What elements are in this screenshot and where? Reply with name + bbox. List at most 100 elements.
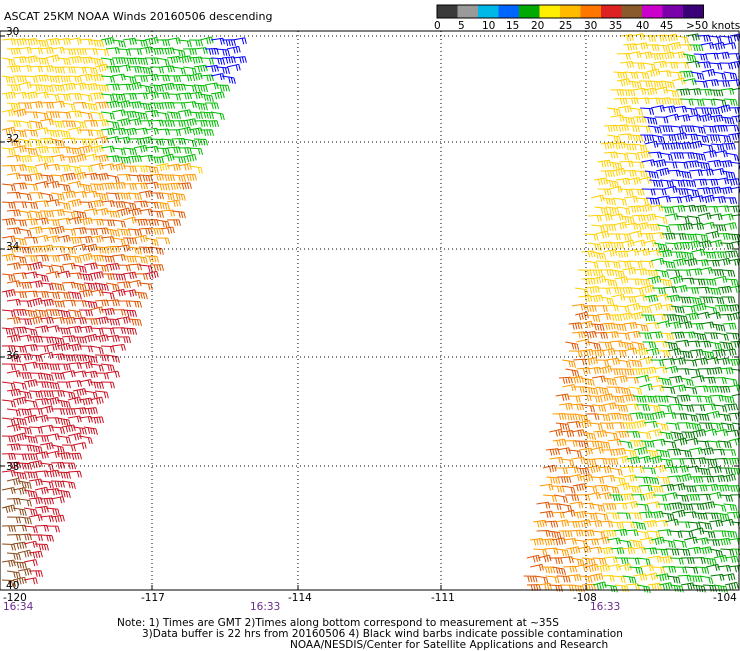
wind-barb: [527, 555, 540, 562]
wind-barb: [68, 181, 81, 188]
wind-barb: [614, 376, 627, 383]
wind-barb: [7, 121, 21, 127]
wind-barb: [68, 416, 81, 422]
wind-barb: [524, 576, 538, 582]
wind-barb: [2, 92, 15, 99]
wind-barb: [2, 505, 15, 513]
wind-barb: [7, 103, 21, 110]
wind-barb: [562, 385, 575, 392]
legend-label-45: 45: [660, 20, 673, 32]
wind-barb: [703, 151, 716, 158]
legend-label-10: 10: [482, 20, 495, 32]
wind-barb: [7, 571, 20, 579]
wind-barb: [610, 90, 624, 96]
wind-barb: [537, 502, 550, 508]
legend-label-35: 35: [609, 20, 622, 32]
wind-barb: [2, 290, 15, 298]
legend-swatch: [437, 5, 458, 18]
wind-barb: [675, 340, 688, 346]
pass-time-west: 16:34: [3, 601, 33, 613]
wind-barb: [601, 171, 615, 177]
legend-label-5: 5: [458, 20, 465, 32]
wind-barb: [709, 520, 722, 527]
wind-barb: [18, 569, 31, 576]
wind-barb: [117, 119, 130, 127]
east-swath-wind-barbs: [524, 34, 740, 593]
wind-barb: [618, 106, 631, 113]
wind-barb: [46, 272, 59, 279]
wind-barb: [2, 274, 15, 281]
legend-swatch: [683, 5, 704, 18]
wind-barb: [623, 475, 636, 482]
wind-barb: [112, 110, 125, 117]
wind-barb: [2, 436, 16, 442]
wind-barb: [7, 478, 20, 485]
wind-barb: [29, 227, 42, 234]
legend-swatch: [642, 5, 663, 18]
wind-barb: [73, 389, 86, 397]
wind-barb: [7, 173, 20, 179]
wind-barb: [674, 438, 687, 445]
legend-swatch: [560, 5, 581, 18]
wind-barb: [585, 234, 598, 241]
wind-barb: [640, 538, 653, 545]
wind-barb: [2, 310, 15, 317]
wind-barb: [620, 62, 633, 69]
wind-barb: [603, 250, 616, 257]
note-line-3: NOAA/NESDIS/Center for Satellite Applica…: [290, 639, 608, 651]
wind-barb: [2, 202, 16, 209]
wind-barb: [617, 54, 631, 60]
pass-time-middle: 16:33: [250, 601, 280, 613]
wind-barb: [7, 299, 20, 305]
wind-barb: [7, 85, 21, 91]
wind-barb: [588, 243, 601, 251]
wind-barb: [598, 160, 611, 167]
wind-barb: [598, 189, 612, 195]
wind-barb: [565, 342, 578, 350]
wind-barb: [533, 520, 546, 527]
wind-barb: [540, 511, 553, 518]
speed-color-legend: [437, 5, 704, 18]
wind-barb: [607, 135, 620, 143]
legend-label-40: 40: [636, 20, 649, 32]
wind-barb: [595, 207, 608, 214]
wind-barb: [84, 209, 97, 216]
wind-barb: [616, 178, 629, 185]
lon-label-104: -104: [713, 592, 737, 604]
wind-barb: [2, 58, 15, 66]
wind-barb: [648, 583, 661, 590]
wind-barb: [556, 394, 569, 401]
wind-barb: [711, 574, 724, 580]
legend-label-50-knots: >50 knots: [686, 20, 740, 32]
wind-barb: [578, 270, 592, 276]
wind-barb: [570, 502, 583, 508]
wind-barb: [2, 418, 15, 426]
lat-label-32: 32: [6, 133, 19, 145]
wind-barb: [572, 304, 585, 310]
wind-barb: [645, 141, 658, 148]
wind-barb: [40, 119, 53, 125]
legend-swatch: [458, 5, 479, 18]
wind-barb: [617, 483, 630, 490]
wind-barb: [2, 400, 15, 407]
wind-barb: [566, 369, 579, 377]
wind-barb: [2, 184, 15, 191]
wind-barb: [68, 433, 81, 440]
legend-swatch: [601, 5, 622, 18]
wind-barb: [211, 92, 224, 99]
wind-barb: [611, 294, 624, 301]
legend-swatch: [478, 5, 499, 18]
wind-barb: [2, 488, 15, 495]
wind-barb: [634, 574, 647, 581]
lat-label-38: 38: [6, 461, 19, 473]
wind-barb: [2, 148, 15, 155]
legend-swatch: [581, 5, 602, 18]
wind-barb: [2, 76, 15, 84]
wind-barb: [7, 409, 20, 416]
legend-swatch: [663, 5, 684, 18]
wind-barb: [35, 487, 48, 494]
wind-barb: [549, 429, 562, 436]
wind-barb: [35, 163, 48, 170]
lat-label-36: 36: [6, 350, 19, 362]
